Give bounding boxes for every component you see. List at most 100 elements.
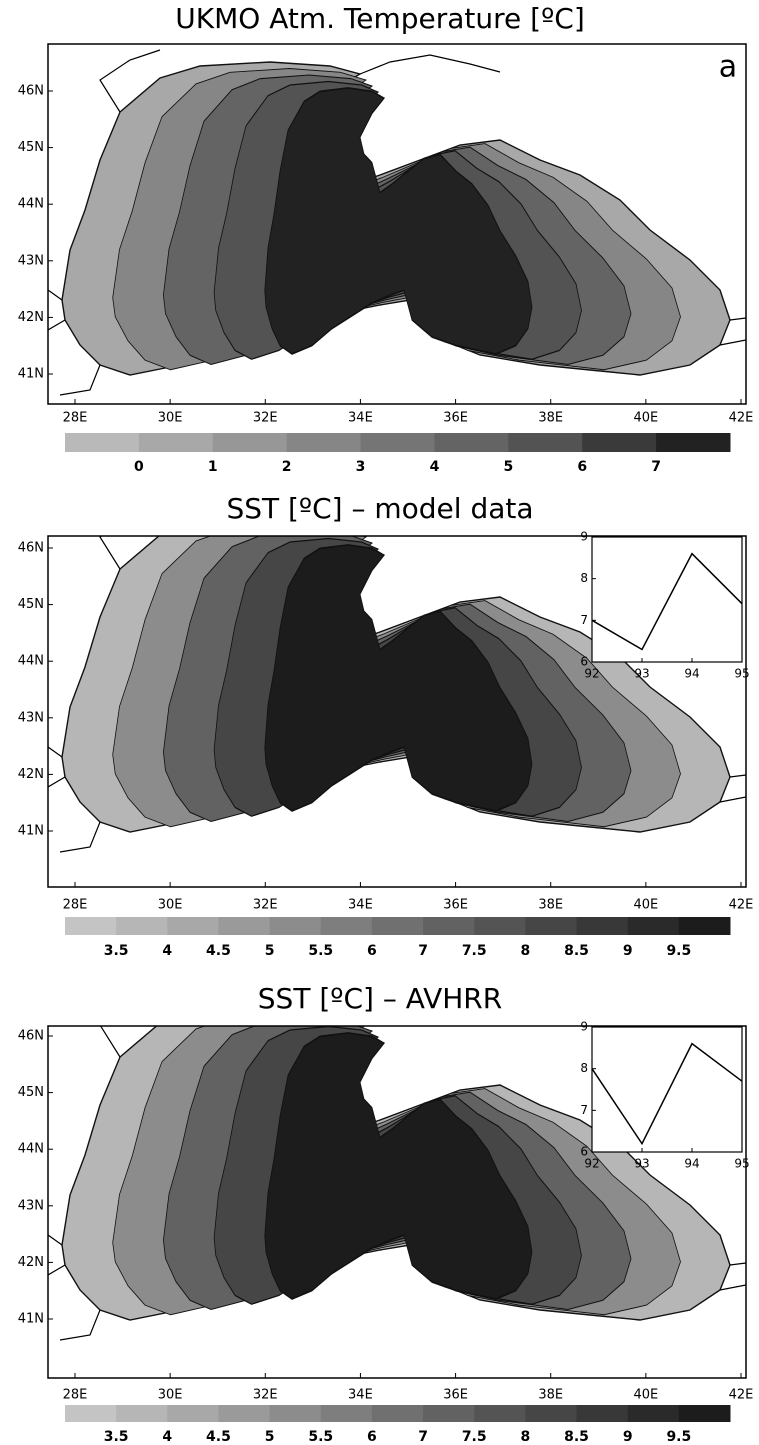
- inset-x-tick-label: 92: [584, 1157, 599, 1171]
- colorbar-label: 9.5: [666, 943, 691, 959]
- lat-tick-label: 43N: [18, 1198, 44, 1213]
- inset-y-tick-label: 6: [580, 655, 588, 669]
- colorbar-label: 4: [162, 1429, 172, 1445]
- inset-line: [591, 552, 743, 651]
- colorbar-label: 5: [265, 1429, 275, 1445]
- map-frame: [47, 1025, 747, 1379]
- colorbar-label: 8: [521, 943, 531, 959]
- lon-tick-label: 28E: [63, 898, 88, 913]
- lon-tick-label: 32E: [253, 411, 278, 426]
- lon-tick-label: 30E: [158, 1388, 183, 1403]
- colorbar-swatch: [218, 917, 271, 935]
- lon-tick-label: 42E: [729, 1388, 754, 1403]
- colorbar-label: 4.5: [206, 1429, 231, 1445]
- colorbar-swatch: [371, 1405, 424, 1422]
- inset-background: [591, 536, 743, 663]
- inset-x-tick-label: 95: [734, 1157, 749, 1171]
- colorbar-label: 8.5: [564, 943, 589, 959]
- colorbar-label: 8.5: [564, 1429, 589, 1445]
- colorbar-label: 7: [418, 1429, 428, 1445]
- colorbar-label: 5.5: [308, 1429, 333, 1445]
- colorbar-label: 2: [282, 459, 292, 475]
- lon-tick-label: 36E: [443, 411, 468, 426]
- colorbar-label: 4.5: [206, 943, 231, 959]
- lon-tick-label: 40E: [633, 411, 658, 426]
- colorbar-label: 6: [367, 1429, 377, 1445]
- colorbar-swatch: [434, 433, 509, 452]
- lon-tick-label: 34E: [348, 1388, 373, 1403]
- colorbar-label: 7: [651, 459, 661, 475]
- colorbar-swatch: [167, 1405, 219, 1422]
- lon-tick-label: 34E: [348, 898, 373, 913]
- lon-tick-label: 36E: [443, 1388, 468, 1403]
- panel-title: SST [ºC] – model data: [226, 492, 533, 525]
- lon-tick-label: 28E: [63, 1388, 88, 1403]
- colorbar-swatch: [320, 1405, 373, 1422]
- lat-tick-label: 42N: [18, 310, 44, 325]
- colorbar-label: 1: [208, 459, 218, 475]
- lat-tick-label: 41N: [18, 367, 44, 382]
- lat-tick-label: 45N: [18, 597, 44, 612]
- colorbar-label: 3: [356, 459, 366, 475]
- colorbar-label: 4: [162, 943, 172, 959]
- colorbar-swatch: [525, 917, 578, 935]
- inset-y-tick-label: 7: [580, 613, 588, 627]
- colorbar-swatch: [474, 917, 526, 935]
- sea-contour: [263, 544, 533, 812]
- colorbar-label: 9: [623, 1429, 633, 1445]
- colorbar-swatch: [627, 1405, 680, 1422]
- colorbar-label: 7: [418, 943, 428, 959]
- colorbar-label: 5.5: [308, 943, 333, 959]
- inset-line: [591, 1042, 743, 1146]
- lat-tick-label: 41N: [18, 824, 44, 839]
- lon-tick-label: 32E: [253, 898, 278, 913]
- lat-tick-label: 43N: [18, 253, 44, 268]
- inset-x-tick-label: 93: [634, 1157, 649, 1171]
- panel-title: UKMO Atm. Temperature [ºC]: [175, 2, 585, 35]
- panel-title: SST [ºC] – AVHRR: [258, 982, 502, 1015]
- inset-x-tick-label: 93: [634, 667, 649, 681]
- colorbar-swatch: [525, 1405, 578, 1422]
- colorbar-swatch: [582, 433, 657, 452]
- colorbar-swatch: [116, 917, 168, 935]
- colorbar-swatch: [678, 1405, 731, 1422]
- colorbar-swatch: [212, 433, 288, 452]
- colorbar-label: 3.5: [104, 1429, 129, 1445]
- colorbar-swatch: [423, 917, 475, 935]
- colorbar-swatch: [65, 1405, 117, 1422]
- colorbar-swatch: [167, 917, 219, 935]
- inset-y-tick-label: 8: [580, 1061, 588, 1075]
- colorbar-swatch: [678, 917, 731, 935]
- map: [48, 49, 746, 396]
- inset-x-tick-label: 94: [684, 667, 699, 681]
- inset-x-tick-label: 94: [684, 1157, 699, 1171]
- inset-background: [591, 1026, 743, 1153]
- colorbar-swatch: [576, 917, 629, 935]
- lon-tick-label: 40E: [633, 1388, 658, 1403]
- colorbar-swatch: [269, 917, 322, 935]
- colorbar-label: 8: [521, 1429, 531, 1445]
- colorbar-label: 6: [367, 943, 377, 959]
- colorbar-label: 9.5: [666, 1429, 691, 1445]
- inset-x-tick-label: 95: [734, 667, 749, 681]
- sea-contour: [263, 1032, 533, 1300]
- colorbar-swatch: [269, 1405, 322, 1422]
- map-frame: [47, 43, 747, 405]
- colorbar-swatch: [656, 433, 731, 452]
- colorbar-swatch: [474, 1405, 526, 1422]
- panel-label: a: [719, 50, 737, 85]
- colorbar-label: 3.5: [104, 943, 129, 959]
- lat-tick-label: 42N: [18, 767, 44, 782]
- lon-tick-label: 32E: [253, 1388, 278, 1403]
- lon-tick-label: 42E: [729, 898, 754, 913]
- colorbar-swatch: [627, 917, 680, 935]
- lat-tick-label: 46N: [18, 84, 44, 99]
- lat-tick-label: 46N: [18, 541, 44, 556]
- lon-tick-label: 30E: [158, 898, 183, 913]
- colorbar-label: 0: [134, 459, 144, 475]
- inset-y-tick-label: 7: [580, 1103, 588, 1117]
- lat-tick-label: 44N: [18, 1142, 44, 1157]
- colorbar-swatch: [138, 433, 214, 452]
